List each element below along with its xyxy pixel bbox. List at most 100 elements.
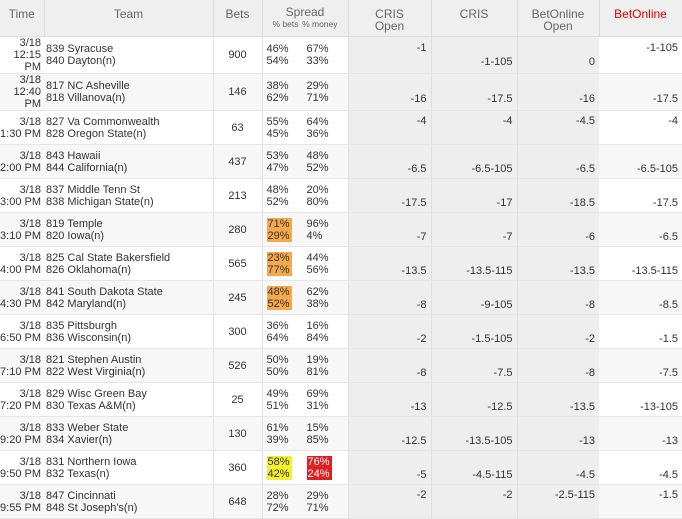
betonline-cell[interactable]: -17.5 xyxy=(599,178,682,213)
team-home: 828 Oregon State(n) xyxy=(46,127,147,140)
cris-open-cell[interactable]: -13.5 xyxy=(347,246,431,281)
header-time[interactable]: Time xyxy=(0,0,45,37)
betonline-open-cell[interactable]: -8 xyxy=(516,348,599,383)
cris-open-cell[interactable]: -1 xyxy=(347,36,431,74)
header-betonline[interactable]: BetOnline xyxy=(599,0,682,37)
betonline-open-cell[interactable]: -16 xyxy=(516,73,599,111)
cris-cell[interactable]: -7.5 xyxy=(430,348,517,383)
cris-open-bottom: -13.5 xyxy=(401,264,427,277)
cris-bottom: -7 xyxy=(502,230,513,243)
header-spread[interactable]: Spread % bets% money xyxy=(262,0,349,37)
header-team[interactable]: Team xyxy=(44,0,214,37)
betonline-open-bottom xyxy=(518,128,596,142)
cris-cell[interactable]: -7 xyxy=(430,212,517,247)
cris-open-cell[interactable]: -17.5 xyxy=(347,178,431,213)
betonline-cell[interactable]: -7.5 xyxy=(599,348,682,383)
betonline-cell[interactable]: -13 xyxy=(599,416,682,451)
betonline-open-cell[interactable]: -13.5 xyxy=(516,246,599,281)
betonline-bottom: -17.5 xyxy=(652,196,678,209)
pct-money-home: 71% xyxy=(306,501,329,514)
cris-cell[interactable]: -17 xyxy=(430,178,517,213)
cris-open-cell[interactable]: -7 xyxy=(347,212,431,247)
cris-cell[interactable]: -1-105 xyxy=(430,36,517,74)
game-time-cell: 3/18 12:40 PM xyxy=(0,73,44,111)
betonline-open-cell[interactable]: -4.5 xyxy=(516,110,599,145)
betonline-open-cell[interactable]: -4.5 xyxy=(516,450,599,485)
cris-cell[interactable]: -9-105 xyxy=(430,280,517,315)
bets-count: 526 xyxy=(212,348,263,383)
bets-count: 565 xyxy=(212,246,263,281)
table-row: 3/18 1:30 PM 827 Va Commonwealth 828 Oregon… xyxy=(0,110,682,145)
game-date: 3/18 xyxy=(19,489,41,502)
betonline-cell[interactable]: -1-105 xyxy=(599,36,682,74)
cris-open-cell[interactable]: -2 xyxy=(347,484,431,519)
cris-top xyxy=(432,148,513,162)
cris-open-cell[interactable]: -16 xyxy=(347,73,431,111)
betonline-cell[interactable]: -17.5 xyxy=(599,73,682,111)
bets-count: 213 xyxy=(212,178,263,213)
pct-money-home: 38% xyxy=(306,297,329,310)
cris-open-cell[interactable]: -2 xyxy=(347,314,431,349)
betonline-open-cell[interactable]: -13.5 xyxy=(516,382,599,417)
cris-open-cell[interactable]: -13 xyxy=(347,382,431,417)
betonline-open-top: -4.5 xyxy=(576,114,595,127)
cris-cell[interactable]: -17.5 xyxy=(430,73,517,111)
cris-cell[interactable]: -12.5 xyxy=(430,382,517,417)
team-home: 822 West Virginia(n) xyxy=(46,365,146,378)
betonline-open-cell[interactable]: -6 xyxy=(516,212,599,247)
betonline-open-cell[interactable]: -2 xyxy=(516,314,599,349)
cris-open-bottom: -8 xyxy=(416,366,427,379)
table-row: 3/18 4:00 PM 825 Cal State Bakersfield 826 … xyxy=(0,246,682,281)
team-home: 834 Xavier(n) xyxy=(46,433,113,446)
betonline-open-cell[interactable]: 0 xyxy=(516,36,599,74)
betonline-cell[interactable]: -8.5 xyxy=(599,280,682,315)
cris-open-top: -4 xyxy=(416,114,427,127)
cris-open-cell[interactable]: -6.5 xyxy=(347,144,431,179)
cris-cell[interactable]: -13.5-105 xyxy=(430,416,517,451)
betonline-cell[interactable]: -13-105 xyxy=(599,382,682,417)
betonline-cell[interactable]: -13.5-115 xyxy=(599,246,682,281)
header-cris[interactable]: CRIS xyxy=(431,0,518,37)
pct-bets-away: 46% xyxy=(266,43,289,55)
cris-top xyxy=(432,386,513,400)
betonline-open-cell[interactable]: -18.5 xyxy=(516,178,599,213)
cris-open-top xyxy=(349,352,427,366)
betonline-cell[interactable]: -1.5 xyxy=(599,484,682,519)
cris-cell[interactable]: -2 xyxy=(430,484,517,519)
cris-cell[interactable]: -1.5-105 xyxy=(430,314,517,349)
betonline-open-cell[interactable]: -8 xyxy=(516,280,599,315)
cris-open-cell[interactable]: -4 xyxy=(347,110,431,145)
header-betonline-open[interactable]: BetOnline Open xyxy=(517,0,600,37)
cris-open-bottom xyxy=(349,55,427,69)
cris-open-cell[interactable]: -5 xyxy=(347,450,431,485)
cris-open-cell[interactable]: -8 xyxy=(347,348,431,383)
pct-bets-home: 62% xyxy=(266,92,289,104)
betonline-cell[interactable]: -6.5 xyxy=(599,212,682,247)
betonline-cell[interactable]: -4.5 xyxy=(599,450,682,485)
betonline-bottom: -6.5-105 xyxy=(637,162,678,175)
cris-cell[interactable]: -4 xyxy=(430,110,517,145)
betonline-top xyxy=(599,182,678,196)
betonline-cell[interactable]: -1.5 xyxy=(599,314,682,349)
cris-open-cell[interactable]: -8 xyxy=(347,280,431,315)
betonline-open-cell[interactable]: -13 xyxy=(516,416,599,451)
pct-money-home: 36% xyxy=(306,127,329,140)
betonline-bottom: -1.5 xyxy=(659,332,678,345)
table-row: 3/18 12:15 PM 839 Syracuse 840 Dayton(n) 900… xyxy=(0,36,682,74)
team-away: 837 Middle Tenn St xyxy=(46,183,140,196)
betonline-cell[interactable]: -4 xyxy=(599,110,682,145)
cris-open-bottom: -13 xyxy=(410,400,427,413)
cris-open-top xyxy=(349,78,427,92)
pct-bets-home: 64% xyxy=(266,331,289,344)
betonline-open-cell[interactable]: -2.5-115 xyxy=(516,484,599,519)
cris-open-cell[interactable]: -12.5 xyxy=(347,416,431,451)
header-bets[interactable]: Bets xyxy=(213,0,263,37)
pct-money-away: 19% xyxy=(306,353,329,366)
betonline-cell[interactable]: -6.5-105 xyxy=(599,144,682,179)
game-time: 12:15 PM xyxy=(13,49,41,73)
header-cris-open[interactable]: CRIS Open xyxy=(348,0,432,37)
cris-cell[interactable]: -4.5-115 xyxy=(430,450,517,485)
cris-cell[interactable]: -13.5-115 xyxy=(430,246,517,281)
cris-cell[interactable]: -6.5-105 xyxy=(430,144,517,179)
betonline-open-cell[interactable]: -6.5 xyxy=(516,144,599,179)
